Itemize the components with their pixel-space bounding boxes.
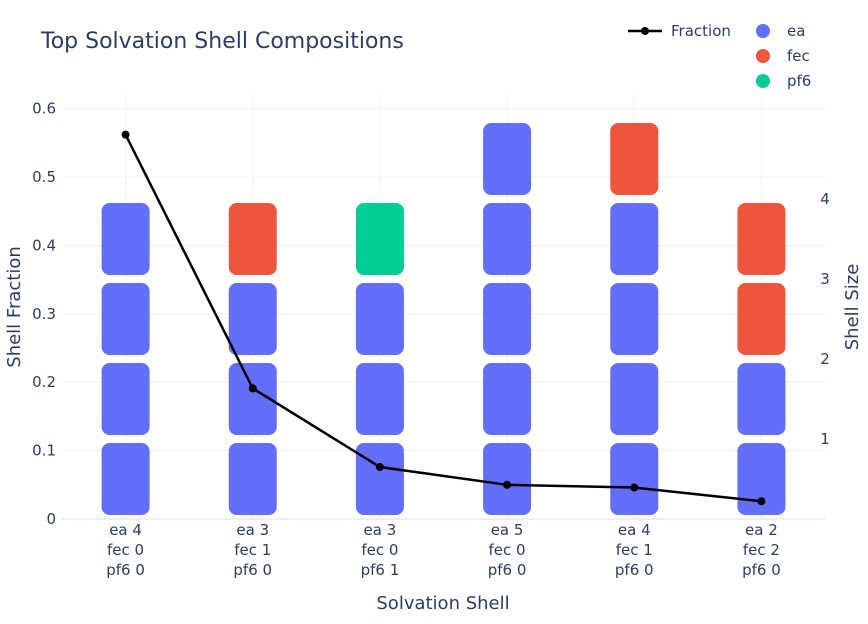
x-tick-label: fec 0 xyxy=(361,541,398,559)
x-tick-label: fec 0 xyxy=(489,541,526,559)
legend-label-fraction: Fraction xyxy=(671,22,731,40)
x-tick-label: pf6 0 xyxy=(488,561,527,579)
shell-block-ea xyxy=(228,443,277,515)
x-tick-label: fec 1 xyxy=(234,541,271,559)
y-tick-label: 0.5 xyxy=(32,168,56,186)
y-tick-label: 0.6 xyxy=(32,100,56,118)
shell-block-ea xyxy=(483,283,532,355)
y-tick-label: 0.4 xyxy=(32,236,56,254)
shell-block-fec xyxy=(737,203,786,275)
shell-block-ea xyxy=(101,443,150,515)
chart-title: Top Solvation Shell Compositions xyxy=(40,29,404,54)
shell-block-ea xyxy=(101,283,150,355)
legend-line-marker xyxy=(641,27,649,35)
shell-block-ea xyxy=(355,443,404,515)
fraction-point xyxy=(630,483,639,492)
legend-swatch-ea xyxy=(756,24,770,38)
y2-tick-label: 3 xyxy=(820,270,830,288)
legend-swatch-fec xyxy=(756,49,770,63)
shell-block-fec xyxy=(228,203,277,275)
x-tick-label: pf6 0 xyxy=(233,561,272,579)
shell-block-ea xyxy=(737,363,786,435)
grid xyxy=(62,95,825,520)
shell-block-ea xyxy=(355,283,404,355)
shell-block-ea xyxy=(228,363,277,435)
shell-block-ea xyxy=(355,363,404,435)
shell-block-fec xyxy=(610,123,659,195)
legend-label-ea: ea xyxy=(787,22,805,40)
x-axis-title: Solvation Shell xyxy=(376,593,509,614)
shell-block-ea xyxy=(483,443,532,515)
shell-block-pf6 xyxy=(355,203,404,275)
fraction-series xyxy=(121,130,766,506)
shell-block-ea xyxy=(101,203,150,275)
fraction-point xyxy=(375,463,384,472)
y2-tick-label: 1 xyxy=(820,430,830,448)
shell-blocks xyxy=(101,123,786,515)
x-tick-label: ea 4 xyxy=(109,521,142,539)
legend-label-pf6: pf6 xyxy=(787,72,811,90)
legend-swatch-pf6 xyxy=(756,74,770,88)
shell-block-ea xyxy=(483,363,532,435)
x-tick-label: ea 3 xyxy=(364,521,397,539)
shell-block-ea xyxy=(483,123,532,195)
shell-block-ea xyxy=(610,443,659,515)
shell-block-ea xyxy=(101,363,150,435)
y-tick-label: 0.2 xyxy=(32,373,56,391)
axes: 0 0.1 0.2 0.3 0.4 0.5 0.6 1 2 3 4 ea 4 fec 0 pf6 0 ea … xyxy=(32,100,830,579)
fraction-point xyxy=(757,497,766,506)
x-tick-label: fec 2 xyxy=(743,541,780,559)
x-tick-label: fec 0 xyxy=(107,541,144,559)
shell-block-ea xyxy=(610,203,659,275)
shell-block-fec xyxy=(737,283,786,355)
shell-block-ea xyxy=(610,363,659,435)
shell-block-ea xyxy=(483,203,532,275)
fraction-point xyxy=(503,480,512,489)
x-tick-label: pf6 0 xyxy=(615,561,654,579)
shell-block-ea xyxy=(610,283,659,355)
legend: Fraction ea fec pf6 xyxy=(628,22,811,90)
x-tick-label: fec 1 xyxy=(616,541,653,559)
x-tick-label: ea 5 xyxy=(491,521,524,539)
x-tick-label: ea 3 xyxy=(236,521,269,539)
fraction-point xyxy=(121,130,130,139)
y2-tick-label: 4 xyxy=(820,190,830,208)
y-tick-label: 0 xyxy=(46,510,56,528)
y-tick-label: 0.1 xyxy=(32,442,56,460)
x-tick-label: pf6 0 xyxy=(106,561,145,579)
y2-tick-label: 2 xyxy=(820,350,830,368)
y2-axis-title: Shell Size xyxy=(842,264,863,351)
x-tick-label: pf6 1 xyxy=(361,561,400,579)
shell-block-ea xyxy=(228,283,277,355)
legend-label-fec: fec xyxy=(787,47,810,65)
shell-block-ea xyxy=(737,443,786,515)
x-tick-label: pf6 0 xyxy=(742,561,781,579)
fraction-line xyxy=(124,134,762,503)
x-tick-label: ea 2 xyxy=(745,521,778,539)
y-tick-label: 0.3 xyxy=(32,305,56,323)
x-tick-label: ea 4 xyxy=(618,521,651,539)
y-axis-title: Shell Fraction xyxy=(4,246,25,367)
fraction-point xyxy=(248,384,257,393)
